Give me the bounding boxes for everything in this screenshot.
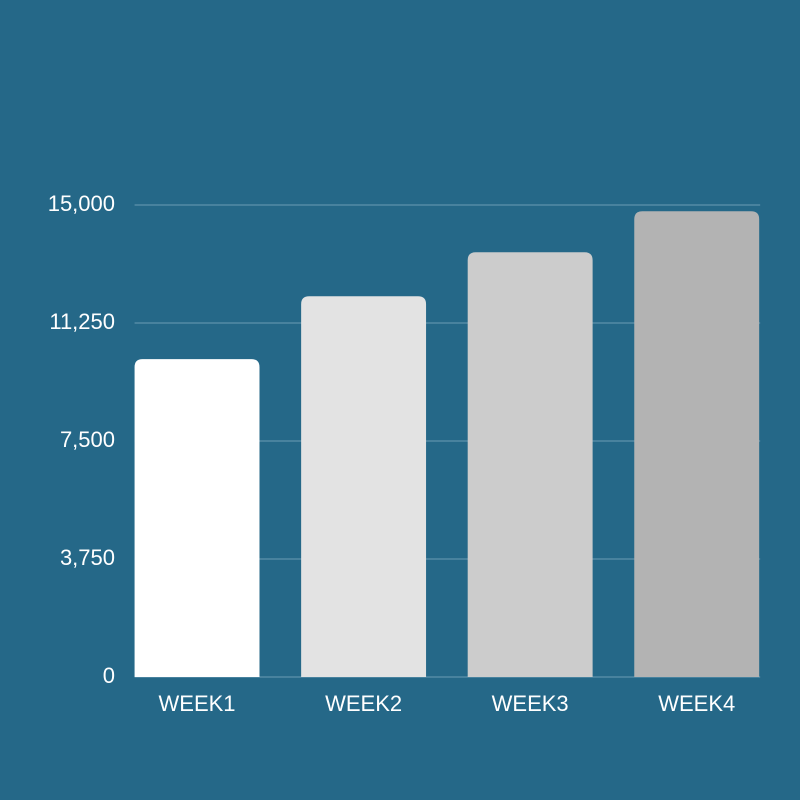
bar [467, 252, 593, 677]
y-tick-label: 15,000 [48, 191, 115, 216]
y-tick-label: 0 [103, 663, 115, 688]
y-tick-label: 7,500 [60, 427, 115, 452]
bar [634, 211, 760, 677]
x-tick-label: WEEK3 [492, 691, 569, 716]
bar [301, 296, 427, 677]
y-tick-label: 3,750 [60, 545, 115, 570]
x-tick-label: WEEK2 [325, 691, 402, 716]
x-tick-label: WEEK4 [658, 691, 735, 716]
y-tick-label: 11,250 [49, 309, 115, 334]
x-tick-label: WEEK1 [159, 691, 236, 716]
bar [134, 359, 260, 677]
